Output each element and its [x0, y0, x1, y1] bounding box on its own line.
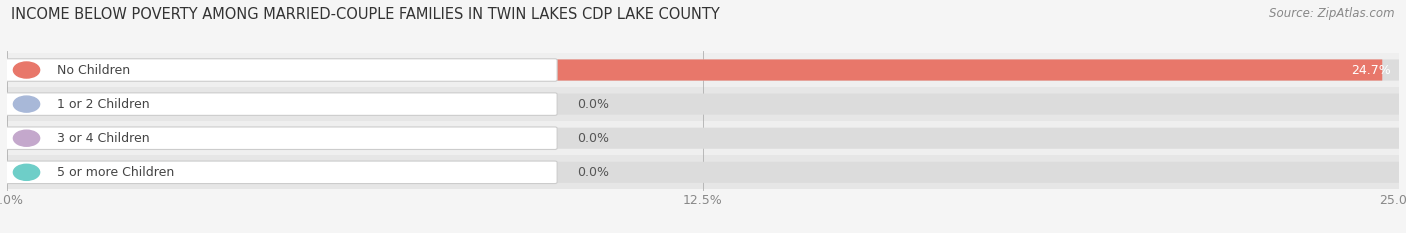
Text: INCOME BELOW POVERTY AMONG MARRIED-COUPLE FAMILIES IN TWIN LAKES CDP LAKE COUNTY: INCOME BELOW POVERTY AMONG MARRIED-COUPL…: [11, 7, 720, 22]
Text: 5 or more Children: 5 or more Children: [58, 166, 174, 179]
FancyBboxPatch shape: [7, 93, 508, 115]
FancyBboxPatch shape: [7, 128, 508, 149]
Circle shape: [14, 130, 39, 146]
Text: 1 or 2 Children: 1 or 2 Children: [58, 98, 150, 111]
Circle shape: [14, 164, 39, 180]
Text: 0.0%: 0.0%: [578, 98, 609, 111]
Text: Source: ZipAtlas.com: Source: ZipAtlas.com: [1270, 7, 1395, 20]
FancyBboxPatch shape: [4, 161, 557, 184]
FancyBboxPatch shape: [7, 162, 1399, 183]
Text: 0.0%: 0.0%: [578, 166, 609, 179]
FancyBboxPatch shape: [7, 162, 508, 183]
FancyBboxPatch shape: [0, 121, 1406, 155]
FancyBboxPatch shape: [7, 59, 1382, 81]
FancyBboxPatch shape: [0, 53, 1406, 87]
Text: No Children: No Children: [58, 64, 131, 76]
FancyBboxPatch shape: [4, 127, 557, 149]
Circle shape: [14, 96, 39, 112]
FancyBboxPatch shape: [0, 87, 1406, 121]
FancyBboxPatch shape: [7, 128, 1399, 149]
Text: 24.7%: 24.7%: [1351, 64, 1391, 76]
FancyBboxPatch shape: [7, 93, 1399, 115]
Circle shape: [14, 62, 39, 78]
FancyBboxPatch shape: [0, 155, 1406, 189]
FancyBboxPatch shape: [4, 59, 557, 81]
FancyBboxPatch shape: [7, 59, 1399, 81]
Text: 3 or 4 Children: 3 or 4 Children: [58, 132, 150, 145]
Text: 0.0%: 0.0%: [578, 132, 609, 145]
FancyBboxPatch shape: [4, 93, 557, 115]
